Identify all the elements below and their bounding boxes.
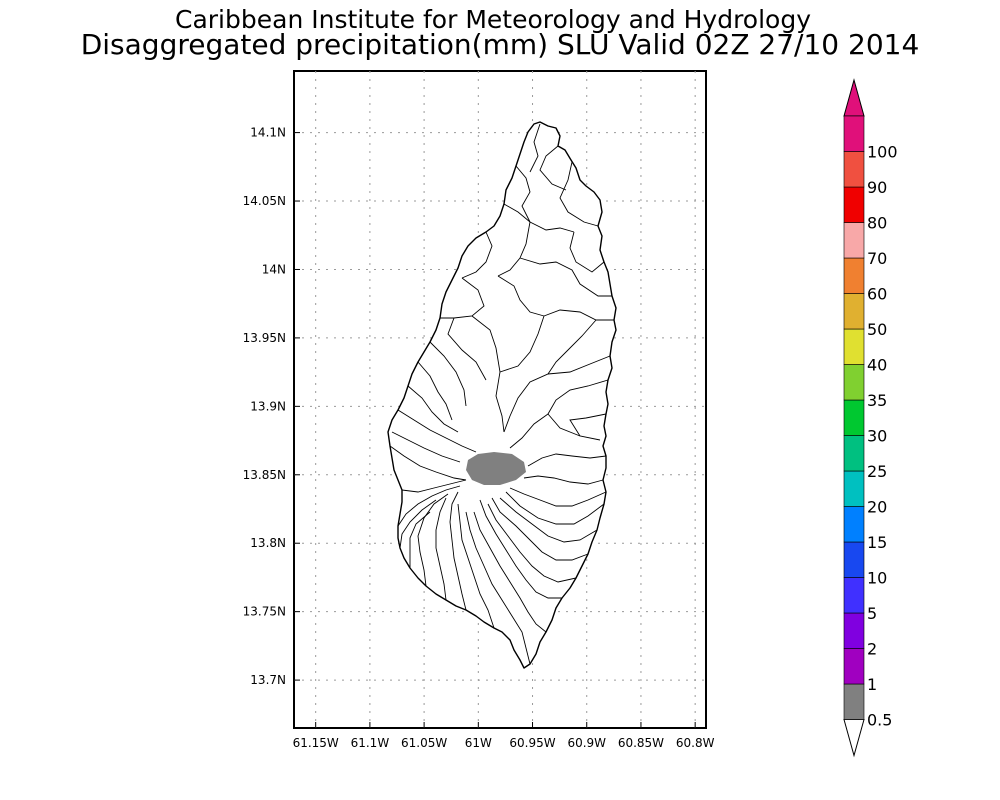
y-tick-label: 13.95N (243, 331, 286, 345)
colorbar-label: 70 (867, 249, 887, 268)
colorbar-segment (843, 612, 865, 649)
colorbar-label: 90 (867, 178, 887, 197)
colorbar-label: 100 (867, 143, 898, 162)
x-tick-label: 60.9W (567, 736, 606, 750)
colorbar-over-triangle (843, 78, 865, 117)
x-tick-label: 61.15W (293, 736, 339, 750)
x-tick-label: 61.05W (401, 736, 447, 750)
colorbar-segment (843, 541, 865, 578)
watershed-boundaries (389, 123, 614, 665)
colorbar-label: 20 (867, 498, 887, 517)
colorbar-label: 80 (867, 214, 887, 233)
figure-title-institute: Caribbean Institute for Meteorology and … (175, 5, 811, 34)
colorbar-label: 1 (867, 675, 877, 694)
colorbar-label: 5 (867, 604, 877, 623)
x-tick-label: 61W (465, 736, 492, 750)
colorbar-segment (843, 399, 865, 436)
colorbar-segment (843, 683, 865, 720)
saint-lucia-island (387, 121, 617, 669)
colorbar-segment (843, 257, 865, 294)
colorbar-segment (843, 577, 865, 614)
colorbar-segment (843, 328, 865, 365)
colorbar-label: 15 (867, 533, 887, 552)
colorbar-segment (843, 648, 865, 685)
figure-title-product: Disaggregated precipitation(mm) SLU Vali… (81, 28, 920, 61)
y-tick-label: 13.85N (243, 468, 286, 482)
x-tick-label: 60.85W (618, 736, 664, 750)
y-tick-label: 14N (262, 262, 286, 276)
colorbar-label: 0.5 (867, 711, 892, 730)
colorbar-segment (843, 222, 865, 259)
island-coastline (387, 121, 617, 669)
colorbar-segment (843, 470, 865, 507)
y-tick-label: 13.8N (250, 536, 286, 550)
colorbar-segment (843, 506, 865, 543)
x-tick-label: 61.1W (351, 736, 390, 750)
precipitation-area-0.5-1mm (466, 452, 526, 485)
x-tick-label: 60.95W (509, 736, 555, 750)
y-tick-label: 13.9N (250, 399, 286, 413)
colorbar-segment (843, 364, 865, 401)
y-tick-label: 14.05N (243, 194, 286, 208)
colorbar-under-triangle (843, 719, 865, 758)
colorbar-label: 10 (867, 569, 887, 588)
colorbar-label: 25 (867, 462, 887, 481)
colorbar-label: 60 (867, 285, 887, 304)
x-tick-label: 60.8W (676, 736, 715, 750)
y-tick-label: 13.75N (243, 605, 286, 619)
y-tick-label: 14.1N (250, 126, 286, 140)
colorbar-segment (843, 151, 865, 188)
colorbar-segment (843, 186, 865, 223)
latitude-axis: 14.1N 14.05N 14N 13.95N 13.9N 13.85N 13.8N 13.7… (243, 126, 300, 687)
colorbar-label: 50 (867, 320, 887, 339)
map-panel: 61.15W 61.1W 61.05W 61W 60.95W 60.9W 60.85W 60.… (243, 70, 715, 750)
colorbar-label: 35 (867, 391, 887, 410)
colorbar-label: 30 (867, 427, 887, 446)
longitude-axis: 61.15W 61.1W 61.05W 61W 60.95W 60.9W 60.85W 60.… (293, 722, 715, 750)
colorbar-label: 2 (867, 640, 877, 659)
colorbar-segment (843, 115, 865, 152)
colorbar-segment (843, 293, 865, 330)
y-tick-label: 13.7N (250, 673, 286, 687)
colorbar-label: 40 (867, 356, 887, 375)
colorbar-segment (843, 435, 865, 472)
